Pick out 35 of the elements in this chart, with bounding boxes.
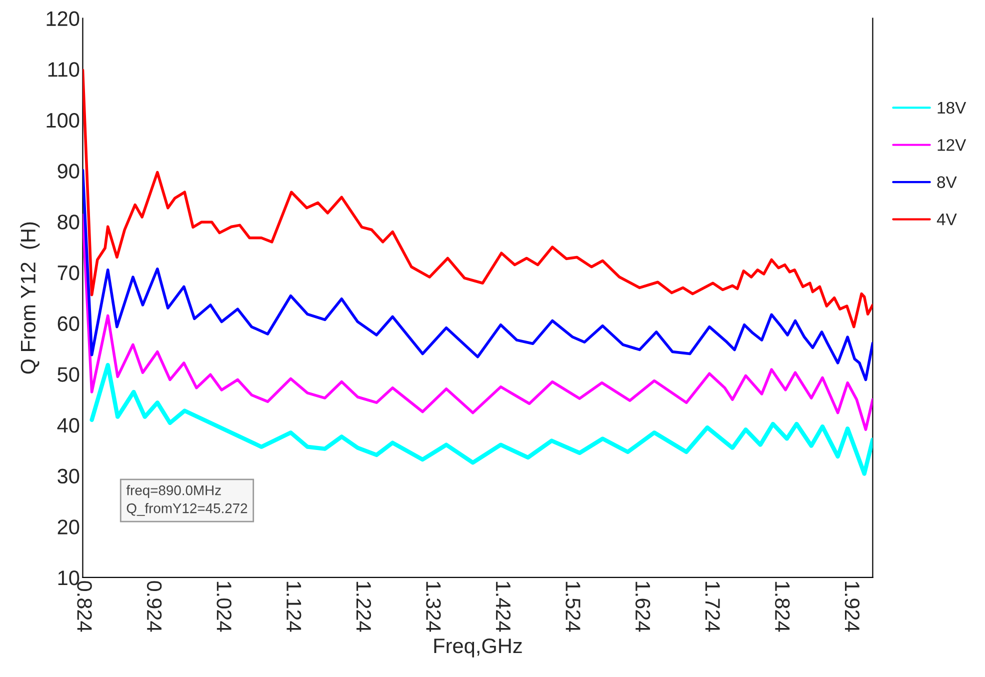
x-tick-label: 1.624 xyxy=(635,582,650,632)
legend-label: 12V xyxy=(938,139,966,151)
y-tick-label: 60 xyxy=(58,316,80,332)
y-tick-label: 110 xyxy=(48,62,80,77)
y-tick-label: 40 xyxy=(57,418,80,433)
x-tick-label: 1.524 xyxy=(566,582,580,632)
legend-label: 8V xyxy=(937,176,957,188)
x-tick-label: 1.124 xyxy=(286,582,302,632)
x-tick-label: 1.824 xyxy=(775,582,790,632)
y-tick-label: 30 xyxy=(58,468,80,484)
y-tick-label: 100 xyxy=(46,112,80,128)
y-tick-label: 20 xyxy=(58,520,80,534)
annotation: freq=890.0MHz Q_fromY12=45.272 xyxy=(126,485,248,516)
y-tick-label: 80 xyxy=(58,214,80,230)
line-series xyxy=(82,168,873,382)
x-tick-label: 1.424 xyxy=(496,582,511,632)
line-series xyxy=(90,362,873,476)
x-tick-label: 0.924 xyxy=(146,581,162,632)
y-tick-label: 50 xyxy=(58,367,80,382)
x-tick-label: 1.324 xyxy=(426,582,441,632)
x-tick-label: 1.724 xyxy=(705,582,720,632)
x-tick-label: 0.824 xyxy=(77,581,92,632)
x-tick-label: 1.924 xyxy=(844,582,860,632)
y-axis-title: Q From Y12 (H) xyxy=(20,222,40,374)
y-tick-label: 10 xyxy=(58,570,80,586)
line-series xyxy=(82,68,873,328)
line-series xyxy=(82,214,873,431)
x-axis-title: Freq,GHz xyxy=(434,638,522,658)
x-tick-label: 1.024 xyxy=(216,582,232,632)
y-tick-label: 120 xyxy=(46,11,80,26)
legend-label: 4V xyxy=(936,214,957,226)
y-tick-label: 90 xyxy=(58,164,80,179)
y-tick-label: 70 xyxy=(58,265,80,280)
x-tick-label: 1.224 xyxy=(356,582,372,632)
legend-label: 18V xyxy=(938,102,966,114)
